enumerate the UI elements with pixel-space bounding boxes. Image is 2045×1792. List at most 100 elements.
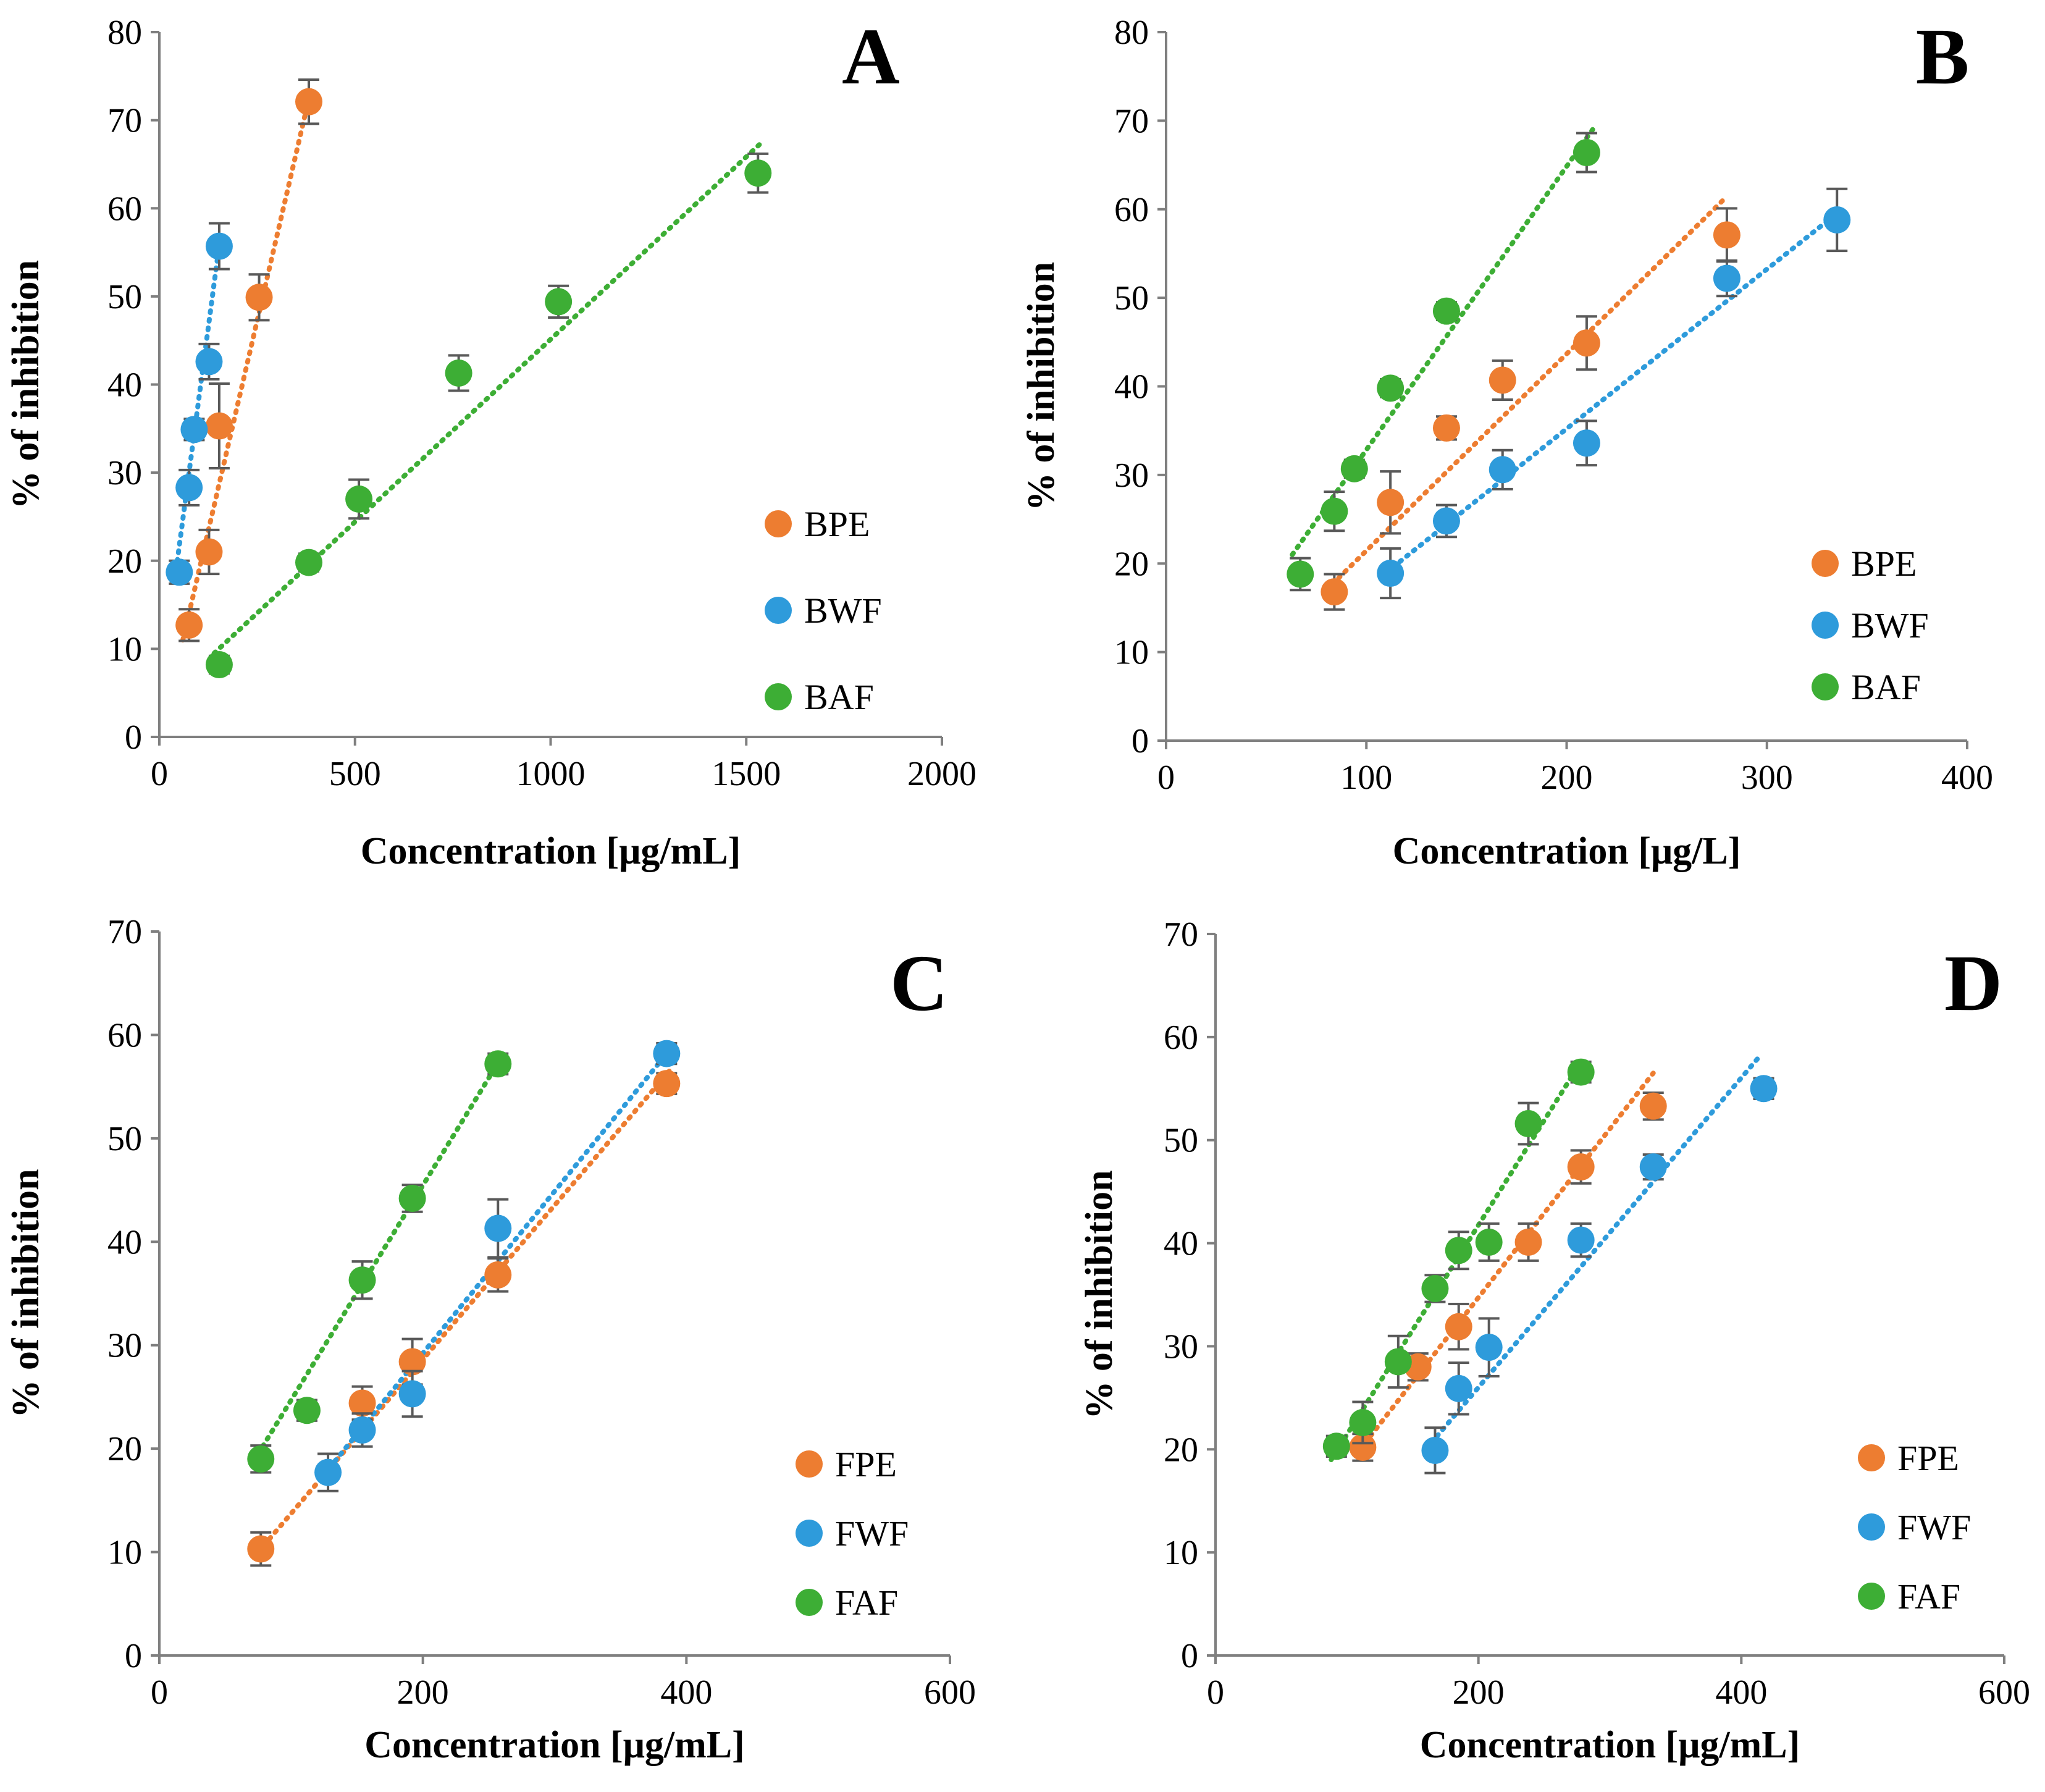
data-point-baf xyxy=(1377,374,1405,402)
panel-d: 0 10 20 30 40 50 60 70 0 200 400 600 Concentration [… xyxy=(1078,915,2030,1766)
legend-label-bpe: BPE xyxy=(804,504,870,544)
data-point-baf xyxy=(545,288,573,316)
x-tick-label: 400 xyxy=(660,1673,712,1712)
data-point-faf xyxy=(1445,1237,1472,1264)
y-axis-title: % of inhibition xyxy=(1020,262,1062,511)
x-tick-label: 600 xyxy=(1978,1673,2030,1712)
data-point-bpe xyxy=(1377,489,1405,516)
y-tick-label: 0 xyxy=(125,1637,142,1675)
y-tick-label: 10 xyxy=(1114,634,1149,672)
panel-letter: C xyxy=(890,939,948,1028)
legend-label-fwf: FWF xyxy=(835,1513,909,1554)
x-tick-label: 500 xyxy=(329,755,381,793)
data-point-fpe xyxy=(1445,1313,1472,1340)
y-tick-label: 70 xyxy=(107,913,142,951)
data-point-fpe xyxy=(1567,1153,1595,1181)
y-tick-label: 20 xyxy=(1114,545,1149,583)
x-tick-label: 200 xyxy=(397,1673,449,1712)
x-axis-title: Concentration [μg/mL] xyxy=(1420,1724,1800,1766)
data-point-fwf xyxy=(484,1214,512,1242)
y-tick-label: 0 xyxy=(1181,1637,1198,1675)
data-point-fpe xyxy=(398,1348,426,1376)
y-tick-label: 80 xyxy=(107,14,142,52)
data-point-baf xyxy=(1321,497,1348,525)
data-point-faf xyxy=(1421,1274,1449,1302)
legend-marker-bwf xyxy=(1812,612,1839,639)
x-tick-label: 0 xyxy=(1207,1673,1224,1712)
trendline-fpe xyxy=(1358,1071,1656,1452)
data-point-bpe xyxy=(175,611,203,639)
y-tick-label: 20 xyxy=(107,1430,142,1468)
data-point-fwf xyxy=(314,1458,342,1486)
data-point-bpe xyxy=(295,88,322,116)
x-tick-label: 200 xyxy=(1541,759,1593,797)
y-tick-label: 60 xyxy=(107,190,142,228)
y-tick-label: 30 xyxy=(107,1327,142,1365)
x-tick-label: 2000 xyxy=(907,755,976,793)
x-tick-label: 0 xyxy=(151,1673,168,1712)
y-axis-title: % of inhibition xyxy=(1078,1170,1120,1419)
y-tick-label: 50 xyxy=(107,1120,142,1158)
data-point-fpe xyxy=(247,1535,275,1563)
y-tick-label: 0 xyxy=(1132,722,1149,760)
data-point-bwf xyxy=(1489,456,1516,484)
legend-marker-bwf xyxy=(765,597,792,624)
data-point-faf xyxy=(398,1184,426,1212)
y-tick-label: 50 xyxy=(1164,1122,1198,1160)
trendline-bwf xyxy=(172,237,223,581)
y-tick-label: 50 xyxy=(1114,279,1149,318)
data-point-bwf xyxy=(1377,560,1405,587)
data-point-fwf xyxy=(398,1380,426,1408)
y-axis-title: % of inhibition xyxy=(5,1169,47,1418)
y-tick-label: 0 xyxy=(125,718,142,757)
x-tick-label: 1500 xyxy=(712,755,781,793)
x-tick-label: 0 xyxy=(151,755,168,793)
x-tick-label: 400 xyxy=(1715,1673,1767,1712)
data-point-faf xyxy=(1322,1432,1350,1460)
x-tick-label: 400 xyxy=(1941,759,1993,797)
legend-label-baf: BAF xyxy=(1851,667,1921,707)
data-point-fwf xyxy=(1639,1153,1667,1181)
x-axis-title: Concentration [μg/mL] xyxy=(361,830,741,872)
y-tick-label: 70 xyxy=(107,102,142,140)
legend-marker-bpe xyxy=(765,510,792,537)
legend-marker-fpe xyxy=(796,1450,823,1478)
panel-letter: B xyxy=(1916,12,1970,101)
data-point-faf xyxy=(348,1266,376,1294)
data-point-fpe xyxy=(653,1070,681,1098)
trendline-fwf xyxy=(1423,1055,1762,1452)
data-point-bwf xyxy=(1432,507,1460,535)
data-point-faf xyxy=(484,1050,512,1078)
trendline-baf xyxy=(211,140,765,656)
legend-marker-fpe xyxy=(1858,1444,1885,1471)
y-tick-label: 10 xyxy=(107,630,142,668)
data-point-fpe xyxy=(1639,1092,1667,1120)
trendline-baf xyxy=(1290,127,1595,557)
data-point-bpe xyxy=(1713,221,1741,249)
data-point-bwf xyxy=(195,348,223,376)
data-point-fpe xyxy=(1514,1228,1542,1256)
data-point-bwf xyxy=(1573,429,1600,457)
data-point-baf xyxy=(1573,138,1600,166)
x-tick-label: 1000 xyxy=(516,755,586,793)
panel-letter: A xyxy=(842,12,900,101)
data-point-bpe xyxy=(1432,414,1460,442)
legend-marker-baf xyxy=(765,683,792,710)
data-point-bwf xyxy=(175,474,203,502)
x-tick-label: 0 xyxy=(1157,759,1175,797)
y-tick-label: 70 xyxy=(1114,102,1149,140)
legend-label-bwf: BWF xyxy=(804,591,882,631)
legend-marker-faf xyxy=(1858,1583,1885,1610)
data-point-baf xyxy=(1287,560,1314,588)
y-tick-label: 30 xyxy=(107,454,142,492)
legend-label-faf: FAF xyxy=(835,1583,898,1623)
panel-b: 0 10 20 30 40 50 60 70 80 0 100 200 300 400 Concentrat… xyxy=(1020,12,1993,872)
y-axis-title: % of inhibition xyxy=(5,260,47,509)
data-point-bwf xyxy=(180,416,208,444)
legend-label-bwf: BWF xyxy=(1851,605,1929,646)
y-tick-label: 60 xyxy=(107,1016,142,1054)
data-point-baf xyxy=(295,549,322,576)
data-point-baf xyxy=(205,651,233,679)
legend-marker-fwf xyxy=(796,1520,823,1547)
data-point-bwf xyxy=(205,232,233,260)
